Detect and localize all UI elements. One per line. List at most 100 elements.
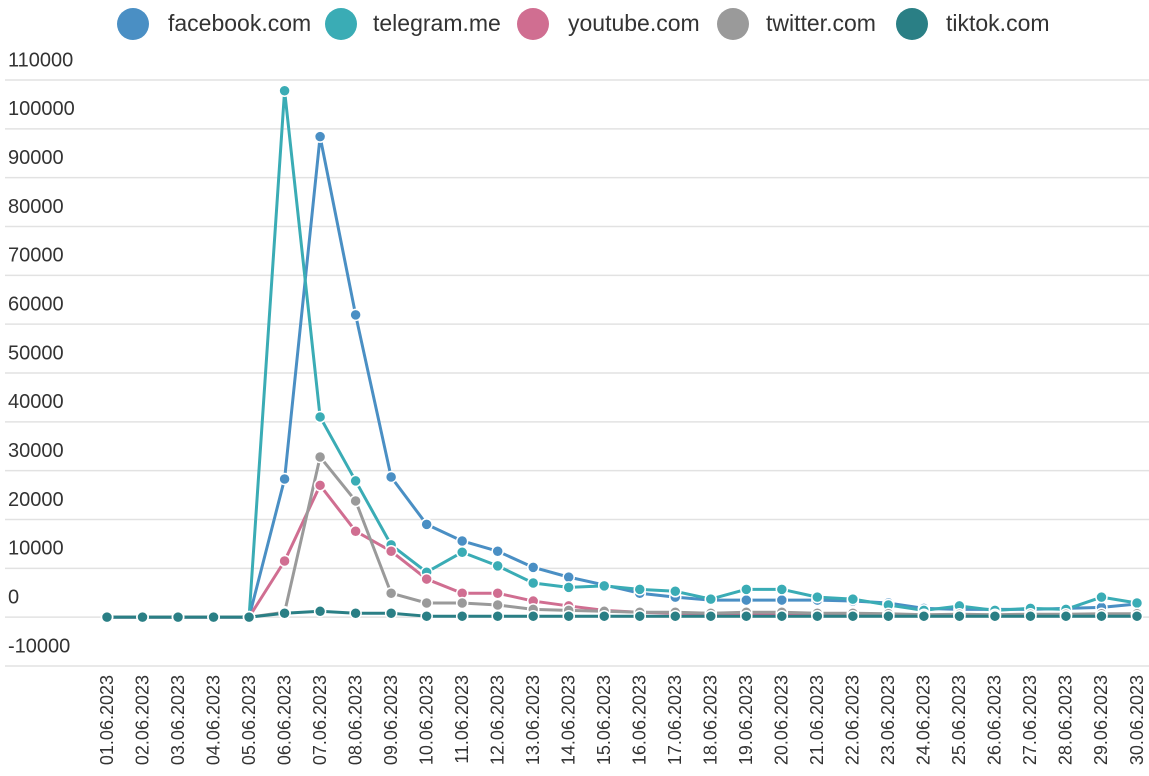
- data-point: [988, 609, 1002, 623]
- data-point: [420, 609, 433, 623]
- data-point: [278, 554, 291, 568]
- data-point: [455, 534, 469, 548]
- data-point: [278, 607, 291, 620]
- data-point: [349, 474, 362, 488]
- x-tick-label: 21.06.2023: [807, 675, 827, 765]
- x-tick-label: 24.06.2023: [914, 675, 934, 765]
- series-line: [107, 89, 1138, 619]
- legend-label: facebook.com: [168, 10, 311, 36]
- data-point: [491, 598, 504, 612]
- series-line: [107, 135, 1138, 619]
- data-point: [491, 559, 504, 573]
- data-point: [455, 596, 469, 610]
- legend-label: youtube.com: [568, 10, 700, 36]
- data-point: [455, 545, 469, 559]
- data-point: [740, 583, 753, 596]
- data-point: [384, 607, 398, 620]
- x-tick-label: 20.06.2023: [772, 675, 792, 765]
- x-tick-label: 07.06.2023: [310, 675, 330, 765]
- data-point: [313, 130, 327, 143]
- data-point: [207, 610, 220, 624]
- y-tick-label: 90000: [8, 147, 64, 169]
- data-point: [704, 592, 718, 606]
- data-point: [384, 586, 398, 600]
- data-point: [171, 610, 185, 624]
- data-point: [633, 609, 647, 623]
- data-point: [669, 609, 682, 623]
- x-tick-label: 26.06.2023: [985, 675, 1005, 765]
- x-tick-label: 29.06.2023: [1091, 675, 1111, 765]
- data-point: [526, 561, 540, 574]
- x-tick-label: 02.06.2023: [132, 675, 152, 765]
- data-point: [882, 609, 895, 623]
- legend-marker: [717, 8, 749, 40]
- x-tick-label: 03.06.2023: [168, 675, 188, 765]
- x-tick-label: 28.06.2023: [1056, 675, 1076, 765]
- y-tick-label: 10000: [8, 538, 64, 560]
- x-tick-label: 14.06.2023: [558, 675, 578, 765]
- x-tick-label: 17.06.2023: [665, 675, 685, 765]
- data-point: [136, 610, 149, 624]
- legend-marker: [517, 8, 549, 40]
- data-point: [313, 605, 327, 618]
- data-point: [420, 572, 433, 586]
- x-tick-label: 15.06.2023: [594, 675, 614, 765]
- data-point: [953, 609, 966, 623]
- x-tick-label: 23.06.2023: [878, 675, 898, 765]
- x-tick-label: 12.06.2023: [487, 675, 507, 765]
- y-tick-label: 110000: [8, 49, 73, 71]
- legend-marker: [325, 8, 357, 40]
- data-point: [526, 609, 540, 623]
- data-point: [740, 593, 753, 607]
- x-tick-label: 06.06.2023: [274, 675, 294, 765]
- x-tick-label: 08.06.2023: [345, 675, 365, 765]
- x-tick-label: 22.06.2023: [843, 675, 863, 765]
- data-point: [349, 494, 362, 508]
- x-tick-label: 11.06.2023: [452, 675, 472, 764]
- data-point: [846, 592, 860, 606]
- data-point: [384, 544, 398, 558]
- y-tick-label: 30000: [8, 440, 64, 462]
- data-point: [420, 518, 433, 531]
- y-tick-label: 100000: [8, 98, 75, 120]
- data-point: [775, 609, 789, 623]
- x-tick-label: 13.06.2023: [523, 675, 543, 765]
- data-point: [349, 607, 362, 620]
- y-tick-label: 40000: [8, 391, 64, 413]
- data-point: [526, 576, 540, 590]
- x-tick-label: 25.06.2023: [949, 675, 969, 765]
- x-tick-label: 16.06.2023: [630, 675, 650, 765]
- data-point: [562, 581, 575, 594]
- y-tick-label: 80000: [8, 196, 64, 218]
- x-tick-label: 27.06.2023: [1020, 675, 1040, 765]
- data-point: [846, 609, 860, 623]
- series-line: [107, 483, 1137, 619]
- data-point: [811, 590, 824, 604]
- data-point: [384, 470, 398, 484]
- y-tick-label: 20000: [8, 489, 64, 511]
- data-point: [349, 308, 362, 322]
- data-point: [1024, 609, 1037, 623]
- data-point: [597, 579, 611, 593]
- data-point: [313, 450, 327, 464]
- data-point: [633, 583, 647, 596]
- data-point: [1130, 596, 1144, 610]
- data-point: [704, 609, 718, 623]
- data-point: [313, 410, 327, 424]
- legend-label: twitter.com: [766, 10, 876, 36]
- y-tick-label: 60000: [8, 293, 64, 315]
- data-point: [562, 609, 575, 623]
- data-point: [349, 524, 362, 538]
- data-point: [455, 609, 469, 623]
- data-point: [740, 609, 753, 623]
- data-point: [811, 609, 824, 623]
- y-tick-label: 70000: [8, 245, 64, 267]
- data-point: [491, 609, 504, 623]
- data-point: [562, 570, 575, 584]
- x-tick-label: 01.06.2023: [97, 675, 117, 765]
- y-tick-label: 0: [8, 586, 19, 608]
- data-point: [491, 544, 504, 558]
- data-point: [491, 586, 504, 600]
- x-tick-label: 30.06.2023: [1127, 675, 1147, 765]
